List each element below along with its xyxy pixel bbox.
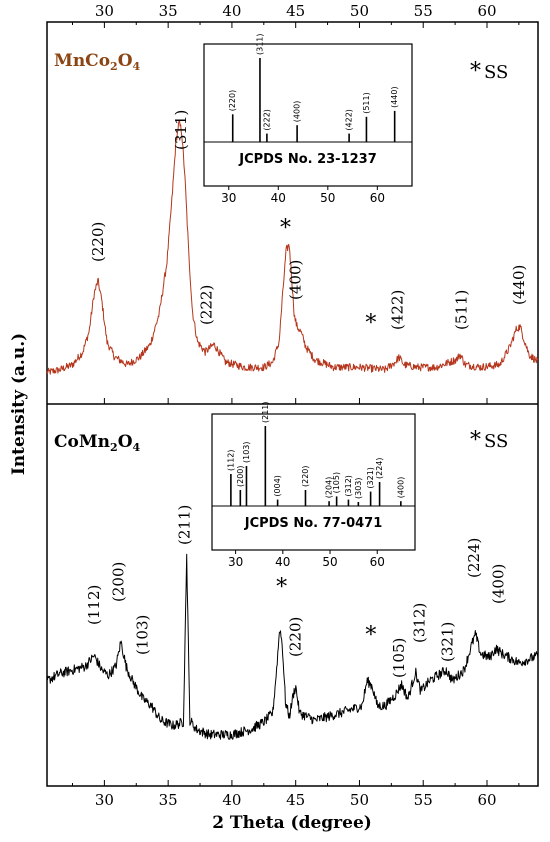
inset-tick-label: 50 (322, 555, 337, 569)
peak-label: (311) (172, 110, 190, 150)
x-tick-label-bottom: 45 (286, 791, 305, 809)
panel-comn2o4: (112)(200)(103)(211)(004) (220)(204)(105)… (46, 401, 539, 740)
legend-star-bottom: * (470, 428, 481, 453)
peak-label: (211) (176, 505, 194, 545)
x-tick-label-top: 55 (414, 2, 433, 20)
x-tick-label-bottom: 50 (350, 791, 369, 809)
peak-label: (422) (389, 290, 407, 330)
jcpds-caption: JCPDS No. 23-1237 (238, 152, 377, 167)
peak-label: (103) (134, 615, 152, 655)
peak-label: (400) (489, 564, 507, 604)
sample-label-mid: O (118, 432, 133, 452)
inset-tick-label: 40 (275, 555, 290, 569)
y-axis-title: Intensity (a.u.) (9, 333, 29, 475)
x-tick-label-bottom: 60 (477, 791, 496, 809)
sample-label-sub2: 4 (133, 60, 141, 73)
ss-star-marker: * (365, 623, 376, 648)
x-tick-label-top: 60 (477, 2, 496, 20)
peak-label: (220) (89, 222, 107, 262)
x-tick-label-top: 35 (159, 2, 178, 20)
x-tick-label-bottom: 35 (159, 791, 178, 809)
x-tick-label-bottom: 55 (414, 791, 433, 809)
reference-hkl-label: (112) (226, 449, 235, 471)
ss-star-marker: * (276, 575, 287, 600)
peak-label: (112) (85, 585, 103, 625)
ss-star-marker: * (365, 311, 376, 336)
sample-label-sub1: 2 (110, 441, 118, 454)
sample-label-sub1: 2 (110, 60, 118, 73)
inset-tick-label: 30 (228, 555, 243, 569)
peak-label: (321) (438, 622, 456, 662)
reference-hkl-label: (204) (325, 477, 334, 499)
sample-label-mnco2o4: MnCo2O4 (54, 51, 141, 73)
sample-label-base: CoMn (54, 432, 110, 452)
sample-label-sub2: 4 (133, 441, 141, 454)
jcpds-caption: JCPDS No. 77-0471 (244, 516, 383, 531)
x-tick-label-top: 30 (95, 2, 114, 20)
sample-label-mid: O (118, 51, 133, 71)
reference-hkl-label: (312) (344, 475, 353, 497)
peak-label: (222) (197, 285, 215, 325)
xrd-pattern-line (46, 120, 539, 375)
inset-tick-label: 30 (221, 191, 236, 205)
reference-hkl-label: (220) (301, 465, 310, 487)
legend-ss-bottom: SS (484, 431, 508, 452)
reference-hkl-label: (400) (293, 101, 302, 123)
peak-label: (511) (452, 290, 470, 330)
reference-hkl-label: (511) (362, 92, 371, 114)
x-tick-label-top: 45 (286, 2, 305, 20)
reference-hkl-label: (422) (345, 109, 354, 131)
legend-star-top: * (470, 59, 481, 84)
inset-tick-label: 60 (370, 555, 385, 569)
x-tick-label-top: 40 (222, 2, 241, 20)
peak-label: (105) (390, 638, 408, 678)
reference-hkl-label: (105) (332, 472, 341, 494)
peak-label: (312) (410, 603, 428, 643)
x-tick-group: 30 30 35 35 40 40 45 45 50 50 55 55 60 60 (72, 2, 520, 809)
sample-label-base: MnCo (54, 51, 110, 71)
reference-hkl-label: (004) (273, 475, 282, 497)
panel-mnco2o4: (220) (311) (222) (400) (422) (511) (440) JCPDS… (46, 33, 539, 375)
xrd-pattern-line (46, 553, 539, 740)
reference-hkl-label: (440) (390, 86, 399, 108)
sample-label-comn2o4: CoMn2O4 (54, 432, 141, 454)
reference-hkl-label: (211) (261, 401, 270, 423)
x-axis-title: 2 Theta (degree) (212, 813, 372, 833)
reference-hkl-label: (303) (354, 477, 363, 499)
inset-tick-label: 50 (320, 191, 335, 205)
reference-hkl-label: (224) (375, 457, 384, 479)
peak-label: (224) (465, 538, 483, 578)
peak-label: (440) (510, 265, 528, 305)
peak-label: (220) (287, 617, 305, 657)
legend-ss-top: SS (484, 62, 508, 83)
x-tick-label-bottom: 40 (222, 791, 241, 809)
peak-label: (400) (287, 260, 305, 300)
x-tick-label-top: 50 (350, 2, 369, 20)
x-tick-label-bottom: 30 (95, 791, 114, 809)
reference-hkl-label: (311) (255, 33, 264, 55)
jcpds-inset-box (203, 43, 413, 187)
peak-label: (200) (109, 562, 127, 602)
reference-hkl-label: (200) (236, 465, 245, 487)
inset-tick-label: 40 (271, 191, 286, 205)
ss-star-marker: * (280, 216, 291, 241)
reference-hkl-label: (220) (228, 90, 237, 112)
reference-hkl-label: (222) (262, 109, 271, 131)
reference-hkl-label: (103) (242, 441, 251, 463)
inset-tick-label: 60 (370, 191, 385, 205)
reference-hkl-label: (400) (396, 477, 405, 499)
reference-hkl-label: (321) (366, 467, 375, 489)
